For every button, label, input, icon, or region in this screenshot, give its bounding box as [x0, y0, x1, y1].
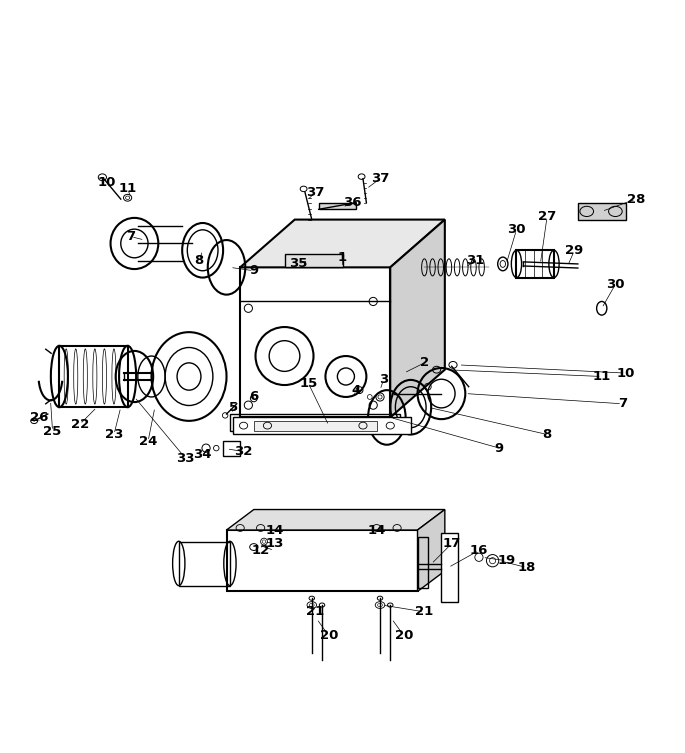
Text: 21: 21: [306, 605, 324, 618]
Text: 26: 26: [29, 411, 48, 424]
Text: 3: 3: [379, 373, 388, 386]
Text: 8: 8: [195, 254, 204, 267]
Text: 23: 23: [105, 428, 123, 441]
Text: 4: 4: [351, 383, 361, 397]
Polygon shape: [227, 510, 445, 530]
Polygon shape: [390, 220, 445, 417]
Polygon shape: [254, 421, 377, 431]
Text: 10: 10: [98, 175, 116, 188]
Text: 2: 2: [420, 356, 429, 370]
Text: 15: 15: [299, 376, 318, 390]
Text: 29: 29: [565, 244, 584, 257]
Text: 25: 25: [43, 425, 62, 437]
Bar: [60, 346, 127, 407]
Polygon shape: [240, 220, 445, 267]
Text: 12: 12: [251, 544, 270, 557]
Text: 30: 30: [507, 224, 525, 236]
Polygon shape: [441, 533, 458, 602]
Bar: [179, 541, 230, 586]
Text: 16: 16: [470, 544, 488, 557]
Text: 36: 36: [343, 196, 362, 209]
Text: 28: 28: [627, 193, 645, 206]
Text: 21: 21: [415, 605, 434, 618]
Bar: [418, 537, 427, 588]
Text: 31: 31: [466, 254, 485, 267]
Text: 1: 1: [338, 251, 347, 264]
Polygon shape: [319, 203, 356, 209]
Text: 27: 27: [538, 209, 556, 223]
Text: 19: 19: [497, 554, 515, 567]
Text: 10: 10: [616, 367, 635, 380]
Text: 17: 17: [443, 537, 461, 550]
Text: 5: 5: [229, 401, 238, 413]
Polygon shape: [418, 510, 445, 591]
Text: 22: 22: [71, 418, 89, 431]
Text: 37: 37: [306, 186, 325, 199]
Text: 11: 11: [119, 182, 137, 195]
Text: 34: 34: [193, 449, 212, 462]
Text: 14: 14: [367, 523, 386, 536]
Text: 33: 33: [176, 452, 195, 465]
Bar: [230, 414, 401, 431]
Text: 35: 35: [289, 258, 308, 270]
Text: 37: 37: [371, 172, 389, 185]
Text: 32: 32: [234, 445, 253, 458]
Text: 11: 11: [593, 370, 611, 383]
Polygon shape: [234, 417, 411, 434]
Bar: [223, 441, 240, 456]
Text: 20: 20: [320, 630, 338, 642]
Text: 18: 18: [517, 561, 536, 574]
Bar: [516, 250, 554, 278]
Polygon shape: [578, 203, 625, 220]
Text: 7: 7: [618, 398, 627, 410]
Text: 30: 30: [606, 278, 625, 291]
Text: 9: 9: [249, 264, 258, 277]
Text: 8: 8: [543, 428, 552, 441]
Bar: [227, 530, 418, 591]
Text: 20: 20: [395, 630, 413, 642]
Bar: [240, 267, 390, 417]
Polygon shape: [284, 254, 342, 267]
Text: 14: 14: [265, 523, 284, 536]
Text: 7: 7: [127, 230, 136, 243]
Text: 6: 6: [249, 391, 258, 404]
Text: 13: 13: [265, 537, 284, 550]
Text: 9: 9: [495, 441, 504, 455]
Text: 24: 24: [139, 434, 158, 448]
